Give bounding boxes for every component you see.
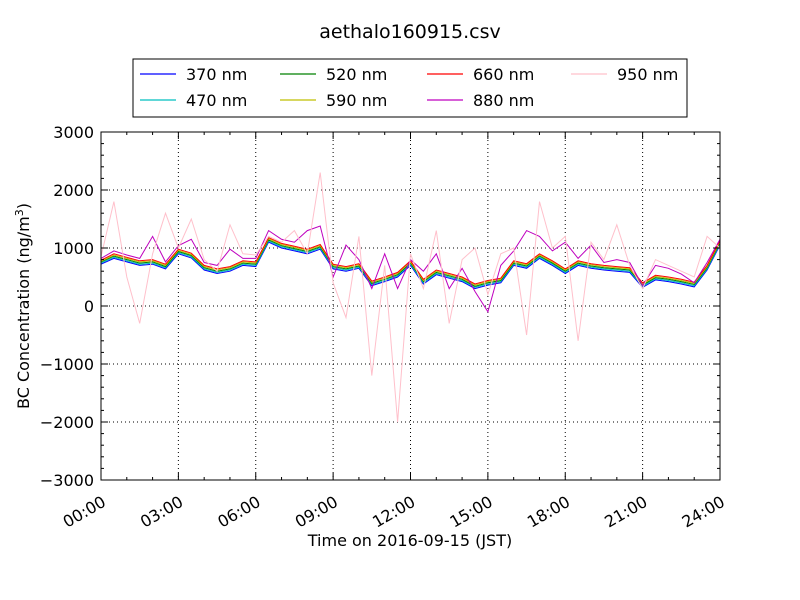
ticks	[100, 131, 721, 481]
grid	[101, 132, 720, 480]
y-axis-label-main: BC Concentration (ng/m	[14, 216, 33, 409]
y-axis-label-close: )	[14, 203, 33, 209]
x-tick-label: 15:00	[446, 492, 495, 532]
y-tick-label: 1000	[53, 239, 94, 258]
x-tick-label: 24:00	[679, 492, 728, 532]
y-axis-label-superscript: 3	[13, 209, 26, 216]
x-tick-label: 06:00	[214, 492, 263, 532]
legend-label: 880 nm	[473, 91, 534, 110]
y-tick-label: 2000	[53, 181, 94, 200]
legend-label: 520 nm	[326, 65, 387, 84]
y-tick-label: −2000	[40, 413, 94, 432]
x-tick-label: 00:00	[60, 492, 109, 532]
y-tick-label: 3000	[53, 123, 94, 142]
series-line-1	[101, 240, 720, 288]
legend-label: 660 nm	[473, 65, 534, 84]
series-line-3	[101, 238, 720, 286]
y-axis-label: BC Concentration (ng/m3)	[13, 203, 33, 409]
y-tick-label: −1000	[40, 355, 94, 374]
series-line-2	[101, 239, 720, 287]
legend-frame	[132, 58, 688, 118]
y-tick-label: 0	[84, 297, 94, 316]
legend-label: 470 nm	[186, 91, 247, 110]
x-axis-label: Time on 2016-09-15 (JST)	[307, 531, 512, 550]
x-tick-label: 03:00	[137, 492, 186, 532]
legend-label: 590 nm	[326, 91, 387, 110]
x-tick-label: 12:00	[369, 492, 418, 532]
legend-label: 370 nm	[186, 65, 247, 84]
legend: 370 nm 470 nm 520 nm 590 nm 660 nm 880 nm 950 …	[132, 58, 688, 118]
series-line-0	[101, 241, 720, 290]
x-tick-label: 21:00	[601, 492, 650, 532]
x-tick-labels: 00:00 03:00 06:00 09:00 12:00 15:00 18:00 21:00…	[60, 492, 728, 532]
y-tick-label: −3000	[40, 471, 94, 490]
chart-title: aethalo160915.csv	[319, 21, 501, 43]
x-tick-label: 18:00	[524, 492, 573, 532]
series-line-6	[101, 172, 720, 423]
legend-label: 950 nm	[617, 65, 678, 84]
y-tick-labels: 3000 2000 1000 0 −1000 −2000 −3000	[40, 123, 94, 490]
series-lines	[101, 172, 720, 423]
x-tick-label: 09:00	[292, 492, 341, 532]
